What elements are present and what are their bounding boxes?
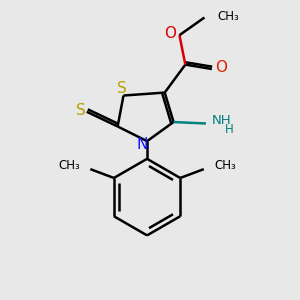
Text: N: N [137,136,148,152]
Text: CH₃: CH₃ [218,10,239,22]
Text: O: O [165,26,177,41]
Text: H: H [225,124,234,136]
Text: NH: NH [212,114,232,127]
Text: S: S [76,103,86,118]
Text: O: O [215,60,227,75]
Text: CH₃: CH₃ [214,159,236,172]
Text: CH₃: CH₃ [58,159,80,172]
Text: S: S [117,81,127,96]
